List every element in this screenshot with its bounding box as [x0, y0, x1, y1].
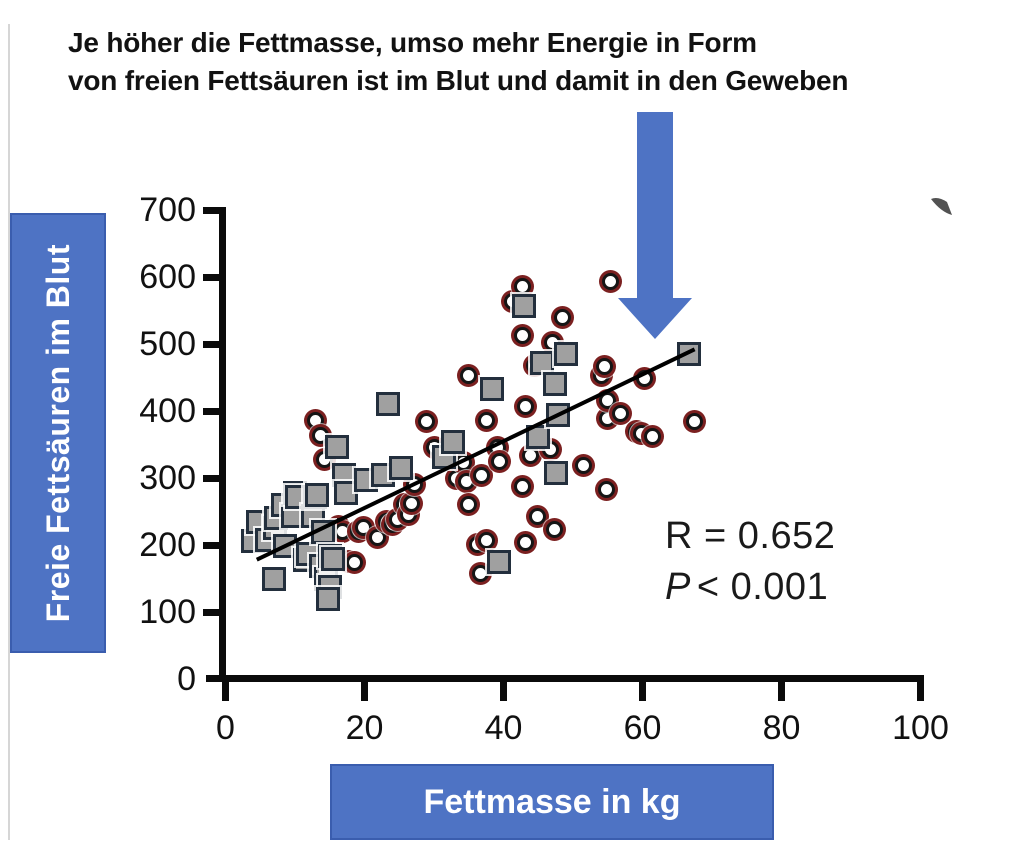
p-symbol: P — [665, 566, 691, 608]
data-point-square — [325, 435, 350, 460]
stats-annotation: R = 0.652 P < 0.001 — [665, 511, 835, 613]
data-point-square — [554, 342, 579, 367]
data-point-circle — [455, 454, 473, 472]
data-point-square — [677, 342, 702, 367]
data-point-square — [262, 567, 287, 592]
p-value-text: < 0.001 — [696, 566, 829, 608]
data-point-circle — [597, 480, 615, 498]
data-point-circle — [686, 413, 704, 431]
data-point-circle — [596, 357, 614, 375]
data-point-square — [441, 429, 466, 454]
y-tick — [203, 542, 223, 549]
stray-cursor-mark — [931, 198, 952, 215]
y-tick-label: 200 — [139, 526, 196, 564]
data-point-circle — [517, 398, 535, 416]
x-tick-label: 80 — [762, 709, 801, 747]
x-tick-label: 40 — [484, 709, 523, 747]
y-axis-label-box: Freie Fettsäuren im Blut — [10, 213, 106, 653]
data-point-circle — [513, 327, 531, 345]
data-point-circle — [554, 309, 572, 327]
y-axis-label: Freie Fettsäuren im Blut — [39, 243, 76, 623]
down-arrow-icon — [618, 112, 692, 339]
y-axis-line — [219, 207, 226, 682]
chart-title-line2: von freien Fettsäuren ist im Blut und da… — [68, 65, 849, 96]
data-point-square — [480, 376, 505, 401]
x-tick — [778, 675, 785, 701]
x-axis-label-box: Fettmasse in kg — [330, 764, 774, 840]
data-point-circle — [403, 494, 421, 512]
data-point-square — [376, 392, 401, 417]
x-tick-label: 0 — [216, 709, 235, 747]
y-tick — [203, 609, 223, 616]
data-point-circle — [473, 467, 491, 485]
data-point-square — [512, 294, 537, 319]
x-tick — [917, 675, 924, 701]
data-point-square — [320, 547, 345, 572]
x-tick — [222, 675, 229, 701]
data-point-circle — [345, 553, 363, 571]
data-point-circle — [460, 496, 478, 514]
y-tick-label: 100 — [139, 593, 196, 631]
data-point-circle — [636, 370, 654, 388]
x-axis-label: Fettmasse in kg — [423, 782, 681, 821]
data-point-circle — [334, 523, 352, 541]
data-point-square — [525, 425, 550, 450]
y-tick-label: 500 — [139, 325, 196, 363]
data-point-circle — [522, 446, 540, 464]
y-tick-label: 0 — [177, 660, 196, 698]
page-edge-rule — [8, 24, 10, 840]
p-value: P < 0.001 — [665, 562, 835, 613]
data-point-square — [315, 586, 340, 611]
data-point-circle — [599, 391, 617, 409]
data-point-circle — [472, 565, 490, 583]
y-tick-label: 600 — [139, 258, 196, 296]
y-tick-label: 700 — [139, 191, 196, 229]
chart-title-line1: Je höher die Fettmasse, umso mehr Energi… — [68, 27, 757, 58]
x-tick-label: 60 — [623, 709, 662, 747]
data-point-circle — [602, 273, 620, 291]
x-tick-label: 100 — [892, 709, 949, 747]
data-point-circle — [490, 453, 508, 471]
data-point-circle — [417, 412, 435, 430]
y-tick-label: 300 — [139, 459, 196, 497]
x-tick-label: 20 — [345, 709, 384, 747]
data-point-circle — [611, 405, 629, 423]
x-tick — [500, 675, 507, 701]
data-point-circle — [369, 529, 387, 547]
data-point-square — [542, 371, 567, 396]
data-point-circle — [478, 411, 496, 429]
data-point-circle — [517, 533, 535, 551]
x-axis-line — [206, 675, 923, 682]
y-tick — [203, 341, 223, 348]
data-point-circle — [545, 521, 563, 539]
data-point-circle — [574, 457, 592, 475]
data-point-circle — [643, 427, 661, 445]
data-point-square — [305, 482, 330, 507]
chart-title: Je höher die Fettmasse, umso mehr Energi… — [68, 24, 998, 100]
data-point-circle — [513, 478, 531, 496]
y-tick — [203, 207, 223, 214]
data-point-square — [310, 520, 335, 545]
x-tick — [639, 675, 646, 701]
data-point-square — [543, 460, 568, 485]
data-point-circle — [513, 277, 531, 295]
data-point-circle — [529, 507, 547, 525]
y-tick — [203, 408, 223, 415]
y-tick — [203, 475, 223, 482]
r-value: R = 0.652 — [665, 515, 836, 557]
y-tick-label: 400 — [139, 392, 196, 430]
y-tick — [203, 274, 223, 281]
data-point-square — [545, 403, 570, 428]
data-point-circle — [478, 532, 496, 550]
data-point-circle — [459, 366, 477, 384]
data-point-square — [389, 455, 414, 480]
x-tick — [361, 675, 368, 701]
data-point-square — [486, 549, 511, 574]
